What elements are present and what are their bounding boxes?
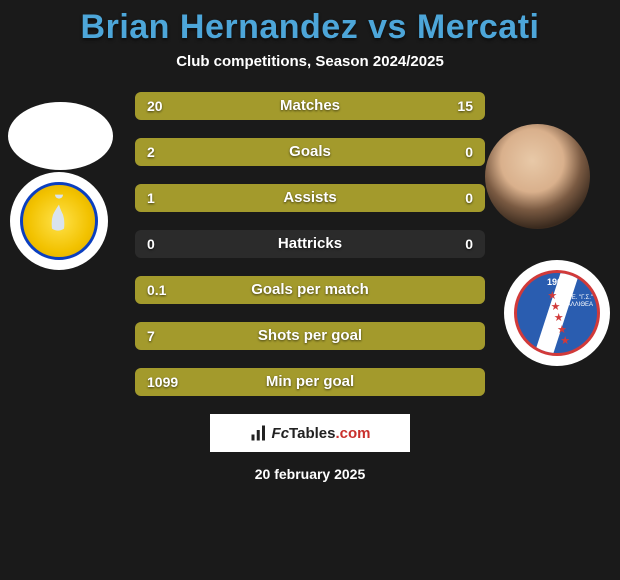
stat-row: Assists1 0 [135, 184, 485, 212]
stat-value-left: 1 [147, 184, 155, 212]
footer-brand-box: FcTables.com [210, 414, 410, 452]
stat-row: Hattricks0 0 [135, 230, 485, 258]
stat-label: Matches [135, 92, 485, 120]
bar-chart-icon [250, 424, 268, 442]
stat-label: Goals per match [135, 276, 485, 304]
page-title: Brian Hernandez vs Mercati [0, 8, 620, 47]
stat-value-left: 1099 [147, 368, 178, 396]
stat-row: Goals2 0 [135, 138, 485, 166]
brand-suffix: .com [335, 425, 370, 442]
stat-row: Min per goal1099 [135, 368, 485, 396]
stat-value-right: 0 [465, 230, 473, 258]
subtitle: Club competitions, Season 2024/2025 [0, 53, 620, 70]
stat-label: Goals [135, 138, 485, 166]
brand-main: Tables [289, 425, 335, 442]
stat-label: Min per goal [135, 368, 485, 396]
stats-area: Matches2015Goals20Assists10Hattricks00Go… [0, 92, 620, 396]
stat-value-left: 7 [147, 322, 155, 350]
stat-value-left: 0.1 [147, 276, 166, 304]
stat-label: Hattricks [135, 230, 485, 258]
date-text: 20 february 2025 [0, 466, 620, 482]
stat-row: Shots per goal7 [135, 322, 485, 350]
brand-prefix: Fc [272, 425, 290, 442]
stat-row: Goals per match0.1 [135, 276, 485, 304]
stat-value-right: 0 [465, 184, 473, 212]
stat-value-left: 20 [147, 92, 163, 120]
stat-value-left: 2 [147, 138, 155, 166]
stat-value-right: 0 [465, 138, 473, 166]
stat-value-left: 0 [147, 230, 155, 258]
stat-value-right: 15 [457, 92, 473, 120]
footer-brand-text: FcTables.com [272, 425, 371, 442]
stat-label: Assists [135, 184, 485, 212]
stat-label: Shots per goal [135, 322, 485, 350]
stat-row: Matches20 15 [135, 92, 485, 120]
